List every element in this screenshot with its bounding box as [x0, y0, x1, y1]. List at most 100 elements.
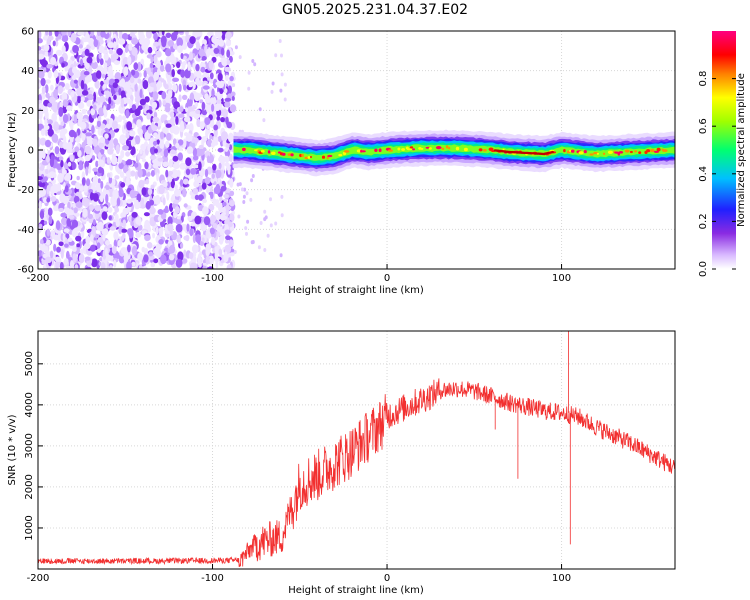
noise-blob	[124, 47, 129, 53]
noise-blob	[210, 191, 214, 200]
noise-blob	[71, 161, 76, 170]
noise-blob	[86, 178, 91, 187]
noise-blob	[153, 54, 158, 65]
noise-blob	[91, 61, 98, 70]
noise-blob	[44, 118, 48, 126]
noise-blob	[229, 252, 235, 257]
colorbar-label: Normalized spectral amplitude	[736, 73, 747, 227]
band-hotspot	[589, 153, 594, 156]
band-hotspot	[281, 152, 286, 156]
x-tick-label: -100	[201, 573, 224, 584]
noise-blob	[39, 238, 44, 245]
noise-blob	[134, 107, 141, 117]
noise-blob	[113, 138, 119, 146]
noise-blob	[75, 201, 83, 208]
band-hotspot	[563, 149, 566, 153]
noise-blob	[38, 60, 41, 67]
noise-blob	[54, 40, 59, 47]
noise-blob	[101, 73, 106, 79]
noise-blob	[131, 104, 137, 111]
noise-blob	[60, 212, 67, 218]
noise-blob	[172, 125, 180, 135]
band-hotspot	[455, 146, 460, 151]
noise-blob	[99, 58, 104, 66]
noise-blob	[229, 104, 237, 113]
band-hotspot	[448, 146, 451, 150]
noise-blob	[87, 213, 93, 219]
noise-blob	[40, 244, 47, 250]
noise-blob	[53, 234, 60, 241]
noise-blob	[224, 251, 228, 256]
noise-blob	[221, 131, 228, 141]
noise-blob	[143, 223, 151, 230]
band-hotspot	[629, 150, 633, 154]
noise-blob	[228, 221, 233, 228]
noise-blob	[55, 49, 63, 56]
noise-blob	[135, 199, 139, 205]
noise-blob	[61, 217, 68, 226]
noise-blob	[75, 136, 81, 143]
noise-blob	[75, 182, 81, 190]
noise-blob	[74, 71, 82, 79]
noise-blob	[85, 266, 92, 269]
noise-blob	[105, 240, 110, 246]
band-hotspot	[428, 147, 432, 150]
noise-blob	[225, 116, 229, 126]
noise-blob	[84, 160, 90, 171]
noise-blob	[280, 213, 284, 218]
noise-blob	[137, 168, 143, 178]
noise-blob	[166, 132, 172, 141]
noise-blob	[120, 228, 128, 233]
noise-blob	[225, 74, 229, 82]
noise-blob	[250, 240, 254, 245]
snr-panel: -200 -100 0 100 1000 2000 3000 4000 5000 Height…	[7, 330, 676, 596]
noise-blob	[197, 175, 203, 184]
noise-blob	[225, 143, 230, 149]
y-tick-label: 1000	[24, 515, 35, 540]
noise-blob	[88, 37, 95, 47]
noise-blob	[209, 72, 214, 80]
noise-blob	[57, 33, 62, 40]
y-tick-label: -20	[18, 185, 34, 196]
y-tick-label: -60	[18, 265, 34, 276]
noise-blob	[111, 178, 116, 187]
noise-blob	[95, 160, 99, 168]
noise-blob	[137, 252, 144, 262]
noise-blob	[201, 101, 206, 111]
noise-blob	[113, 41, 117, 49]
noise-blob	[147, 187, 153, 196]
noise-blob	[203, 216, 211, 226]
noise-blob	[112, 82, 119, 89]
noise-blob	[122, 56, 129, 67]
band-hotspot	[267, 150, 271, 154]
noise-blob	[271, 81, 275, 86]
noise-blob	[137, 153, 141, 161]
noise-blob	[212, 223, 218, 229]
noise-blob	[165, 239, 169, 244]
band-hotspot	[321, 155, 326, 159]
band-hotspot	[420, 147, 424, 150]
noise-blob	[162, 100, 166, 106]
noise-blob	[73, 114, 77, 124]
noise-blob	[183, 116, 191, 123]
noise-blob	[192, 147, 198, 157]
noise-blob	[164, 84, 169, 90]
band-hotspot	[649, 148, 655, 153]
noise-blob	[217, 72, 223, 82]
noise-blob	[247, 86, 251, 91]
noise-blob	[190, 222, 196, 227]
noise-blob	[149, 155, 157, 160]
noise-blob	[202, 198, 207, 204]
noise-blob	[198, 262, 202, 268]
noise-blob	[59, 156, 64, 162]
noise-blob	[90, 244, 96, 252]
noise-blob	[140, 203, 145, 209]
noise-blob	[56, 182, 62, 192]
noise-blob	[204, 93, 209, 100]
noise-blob	[54, 31, 59, 37]
noise-blob	[139, 149, 143, 155]
noise-blob	[134, 82, 138, 92]
y-tick-label: -40	[18, 225, 34, 236]
noise-blob	[84, 256, 91, 261]
noise-blob	[245, 231, 248, 236]
